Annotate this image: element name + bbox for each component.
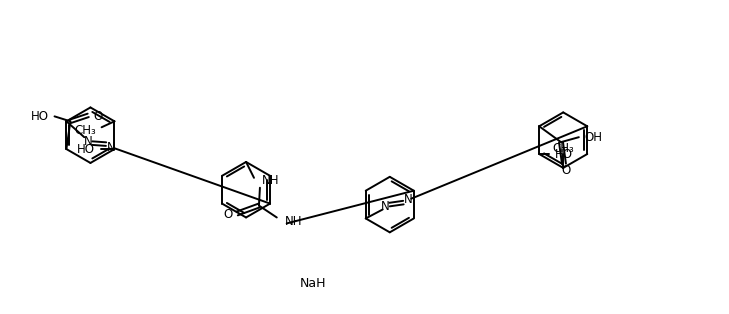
Text: N: N (84, 135, 93, 148)
Text: HO: HO (77, 143, 95, 155)
Text: NaH: NaH (300, 277, 327, 290)
Text: NH: NH (285, 215, 303, 228)
Text: N: N (404, 193, 413, 206)
Text: HO: HO (31, 110, 49, 123)
Text: NH: NH (262, 174, 279, 187)
Text: OH: OH (585, 131, 603, 144)
Text: HO: HO (555, 148, 573, 160)
Text: O: O (561, 164, 571, 177)
Text: N: N (381, 200, 390, 213)
Text: O: O (93, 110, 102, 123)
Text: O: O (223, 208, 232, 221)
Text: N: N (106, 141, 115, 154)
Text: CH₃: CH₃ (553, 142, 574, 154)
Text: CH₃: CH₃ (74, 124, 95, 137)
